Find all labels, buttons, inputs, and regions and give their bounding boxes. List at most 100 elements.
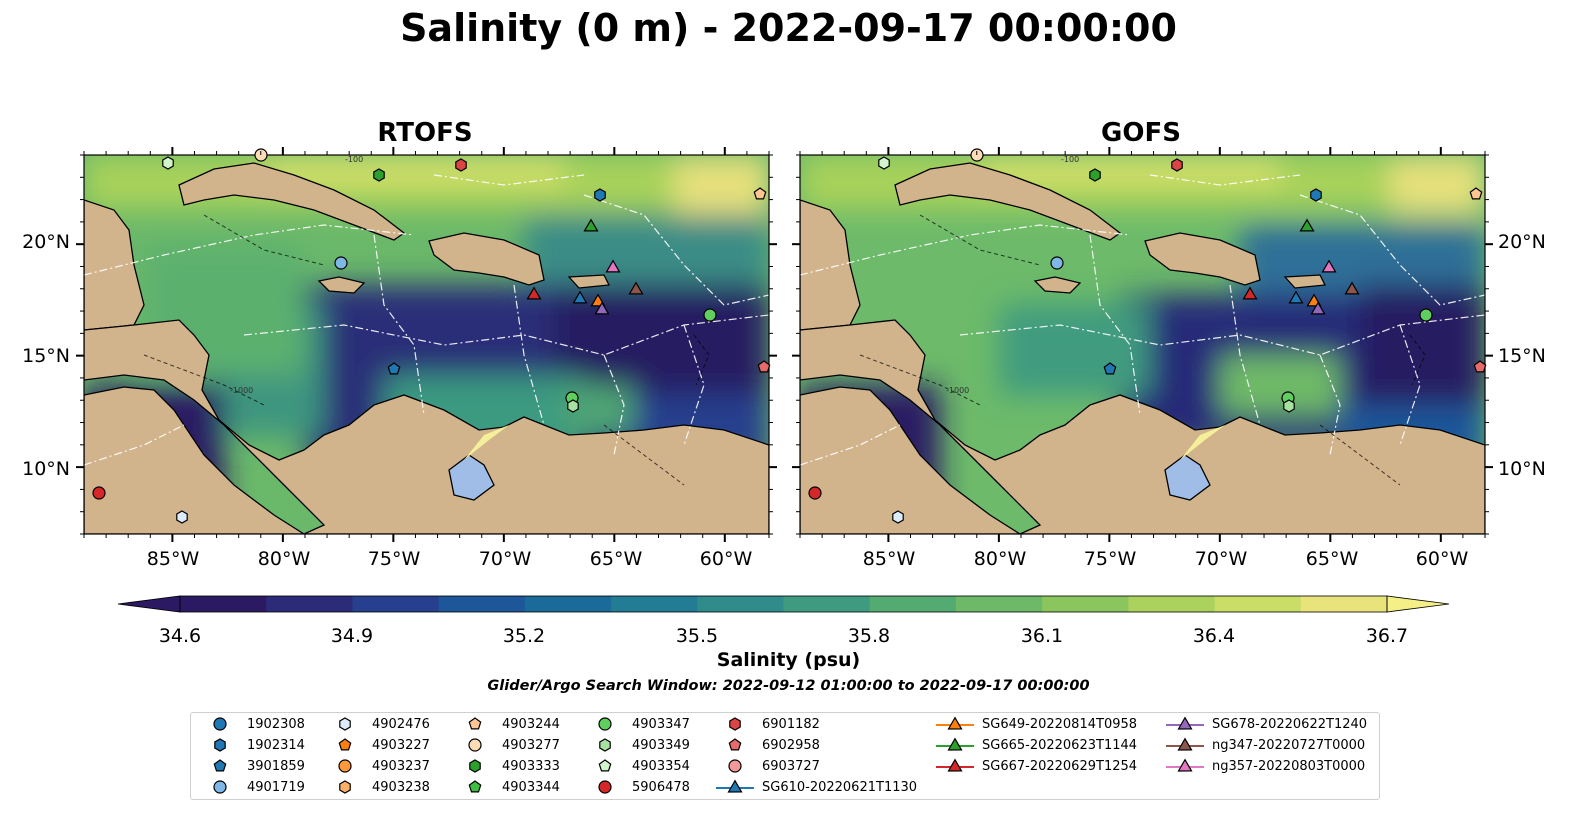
colorbar-tick-label: 36.7 bbox=[1366, 625, 1408, 647]
colorbar-extend-min bbox=[117, 595, 181, 613]
legend-item: ng347-20220727T0000 bbox=[1166, 737, 1365, 753]
platform-marker bbox=[92, 486, 106, 500]
platform-marker bbox=[594, 188, 606, 202]
colorbar: 34.6 34.9 35.2 35.5 35.8 36.1 36.4 36.7 bbox=[117, 595, 1450, 647]
legend-marker-icon bbox=[201, 716, 239, 732]
lon-tick-label: 65°W bbox=[1306, 548, 1359, 570]
legend-marker bbox=[729, 717, 741, 731]
legend-marker bbox=[468, 717, 482, 730]
legend-marker-icon bbox=[936, 737, 974, 753]
map-rtofs: -100 -1000 bbox=[84, 155, 769, 534]
colorbar-label: Salinity (psu) bbox=[716, 649, 861, 671]
legend-label: SG678-20220622T1240 bbox=[1212, 716, 1368, 732]
legend-marker bbox=[598, 717, 612, 731]
legend-label: 4901719 bbox=[247, 779, 305, 795]
platform-marker bbox=[1050, 256, 1064, 270]
legend-marker-icon bbox=[716, 758, 754, 774]
legend-item: 4903227 bbox=[326, 737, 430, 753]
panel-title-gofs: GOFS bbox=[1101, 118, 1181, 148]
legend-marker-icon bbox=[326, 737, 364, 753]
legend-label: 1902314 bbox=[247, 737, 305, 753]
platform-marker bbox=[878, 156, 890, 170]
platform-marker bbox=[1283, 399, 1295, 413]
platform-marker bbox=[757, 360, 771, 373]
platform-marker bbox=[1310, 188, 1322, 202]
lon-tick-label: 75°W bbox=[1084, 548, 1137, 570]
lon-tick-label: 60°W bbox=[1416, 548, 1469, 570]
legend-marker-icon bbox=[586, 779, 624, 795]
legend-item: 4903238 bbox=[326, 779, 430, 795]
legend-marker-icon bbox=[586, 737, 624, 753]
platform-marker bbox=[583, 218, 599, 232]
legend-marker-icon bbox=[456, 737, 494, 753]
legend-label: 4903244 bbox=[502, 716, 560, 732]
colorbar-segment bbox=[1214, 596, 1302, 612]
colorbar-tick-label: 36.1 bbox=[1021, 625, 1063, 647]
legend-item: 1902308 bbox=[201, 716, 305, 732]
legend-marker-icon bbox=[586, 716, 624, 732]
map-rtofs-frame bbox=[83, 154, 770, 535]
platform-marker bbox=[526, 286, 542, 300]
legend-marker-icon bbox=[201, 737, 239, 753]
legend-marker bbox=[599, 738, 611, 752]
platform-marker bbox=[1171, 158, 1183, 172]
main-title: Salinity (0 m) - 2022-09-17 00:00:00 bbox=[400, 6, 1177, 50]
contour-label: -100 bbox=[1061, 155, 1079, 164]
legend-item: 5906478 bbox=[586, 779, 690, 795]
platform-marker bbox=[176, 510, 188, 524]
platform-markers bbox=[92, 148, 1487, 524]
platform-marker bbox=[387, 362, 401, 375]
legend-item: 4903354 bbox=[586, 758, 690, 774]
legend-marker-icon bbox=[456, 779, 494, 795]
platform-marker bbox=[1469, 187, 1483, 200]
legend-item: SG649-20220814T0958 bbox=[936, 716, 1137, 732]
legend-label: 4903347 bbox=[632, 716, 690, 732]
legend-marker-icon bbox=[1166, 716, 1204, 732]
platform-marker bbox=[162, 156, 174, 170]
lon-tick-label: 75°W bbox=[368, 548, 421, 570]
platform-marker bbox=[1310, 301, 1326, 315]
legend-marker bbox=[468, 780, 482, 793]
legend-item: SG665-20220623T1144 bbox=[936, 737, 1137, 753]
platform-marker bbox=[567, 399, 579, 413]
legend-item: SG610-20220621T1130 bbox=[716, 779, 917, 795]
colorbar-segment bbox=[1300, 596, 1388, 612]
legend-marker bbox=[213, 717, 227, 731]
legend-marker-icon bbox=[326, 758, 364, 774]
legend-marker-icon bbox=[326, 779, 364, 795]
legend-marker bbox=[214, 738, 226, 752]
lon-tick-labels-left: 85°W 80°W 75°W 70°W 65°W 60°W bbox=[147, 548, 753, 570]
legend-label: 4903237 bbox=[372, 758, 430, 774]
legend-item: 4903349 bbox=[586, 737, 690, 753]
legend-item: 6902958 bbox=[716, 737, 820, 753]
colorbar-segment bbox=[955, 596, 1043, 612]
colorbar-tick-label: 34.6 bbox=[159, 625, 201, 647]
colorbar-segment bbox=[352, 596, 440, 612]
legend-marker-icon bbox=[201, 779, 239, 795]
colorbar-segment bbox=[869, 596, 957, 612]
axis-ticks bbox=[76, 147, 1493, 542]
legend-marker-icon bbox=[716, 716, 754, 732]
legend-item: 4903244 bbox=[456, 716, 560, 732]
lat-tick-label: 10°N bbox=[1498, 458, 1546, 480]
search-window-text: Glider/Argo Search Window: 2022-09-12 01… bbox=[487, 678, 1090, 694]
platform-marker bbox=[753, 187, 767, 200]
legend-item: 6903727 bbox=[716, 758, 820, 774]
legend-item: 1902314 bbox=[201, 737, 305, 753]
legend-marker bbox=[947, 758, 963, 772]
legend-marker-icon bbox=[586, 758, 624, 774]
maps-figure: -100 -1000 bbox=[22, 147, 1546, 570]
platform-marker bbox=[605, 259, 621, 273]
legend-marker bbox=[728, 759, 742, 773]
lat-tick-label: 10°N bbox=[22, 458, 70, 480]
legend-marker bbox=[213, 759, 227, 772]
legend-marker-icon bbox=[326, 716, 364, 732]
colorbar-tick-label: 35.2 bbox=[503, 625, 545, 647]
platform-marker bbox=[1089, 168, 1101, 182]
legend-label: ng347-20220727T0000 bbox=[1212, 737, 1366, 753]
lat-tick-label: 15°N bbox=[1498, 345, 1546, 367]
colorbar-ticks: 34.6 34.9 35.2 35.5 35.8 36.1 36.4 36.7 bbox=[159, 625, 1408, 647]
legend-item: SG678-20220622T1240 bbox=[1166, 716, 1367, 732]
platform-marker bbox=[455, 158, 467, 172]
legend-label: 4903227 bbox=[372, 737, 430, 753]
